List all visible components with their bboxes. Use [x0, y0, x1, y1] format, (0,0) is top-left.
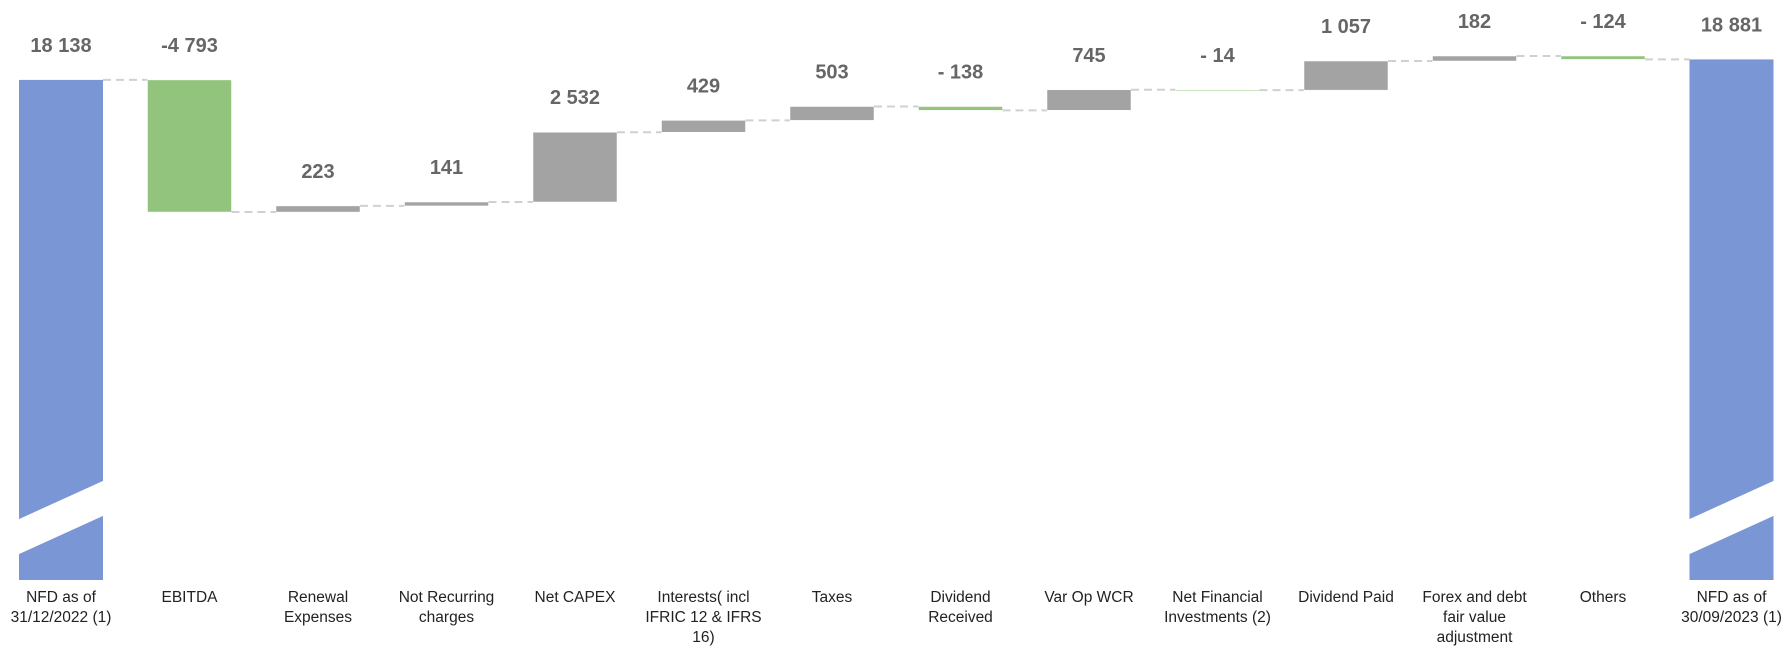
value-label: -4 793	[161, 35, 218, 57]
axis-break	[17, 480, 105, 555]
x-tick-label: NFD as of 31/12/2022 (1)	[10, 589, 112, 626]
value-label: 429	[687, 75, 720, 97]
x-tick-label: Renewal Expenses	[283, 589, 353, 626]
bar	[661, 120, 746, 133]
value-label: 745	[1072, 45, 1105, 67]
value-label: 182	[1458, 11, 1491, 33]
x-tick-label: NFD as of 30/09/2023 (1)	[1681, 589, 1782, 626]
x-tick-label: Interests( incl IFRIC 12 & IFRS 16)	[645, 589, 762, 646]
bar	[789, 106, 875, 121]
value-label: 503	[815, 62, 848, 84]
value-label: 18 138	[30, 35, 91, 57]
x-tick-label: Net Financial Investments (2)	[1164, 589, 1271, 626]
bar	[532, 131, 618, 203]
value-label: - 14	[1200, 45, 1235, 67]
bar	[1046, 89, 1132, 111]
x-tick-label: Var Op WCR	[1044, 589, 1134, 606]
bar	[1432, 55, 1517, 62]
bar	[1560, 55, 1646, 60]
bar	[275, 205, 361, 213]
bar	[1303, 60, 1389, 91]
x-tick-label: Net CAPEX	[534, 589, 616, 606]
bar	[147, 79, 232, 213]
x-tick-label: Dividend Received	[928, 589, 993, 626]
value-label: 2 532	[550, 87, 600, 109]
value-label: - 138	[938, 62, 984, 84]
value-label: 141	[430, 157, 463, 179]
value-label: - 124	[1580, 11, 1626, 33]
x-tick-label: EBITDA	[161, 589, 218, 606]
axis-break	[1687, 480, 1776, 555]
value-label: 18 881	[1701, 14, 1762, 36]
value-label: 223	[301, 161, 334, 183]
x-tick-label: Taxes	[811, 589, 853, 606]
value-label: 1 057	[1321, 16, 1371, 38]
x-tick-label: Forex and debt fair value adjustment	[1422, 589, 1527, 646]
bar	[1175, 89, 1260, 92]
bar	[404, 201, 489, 207]
x-tick-label: Not Recurring charges	[398, 589, 495, 626]
bar	[918, 106, 1003, 111]
x-tick-label: Dividend Paid	[1298, 589, 1394, 606]
x-tick-label: Others	[1579, 589, 1627, 606]
